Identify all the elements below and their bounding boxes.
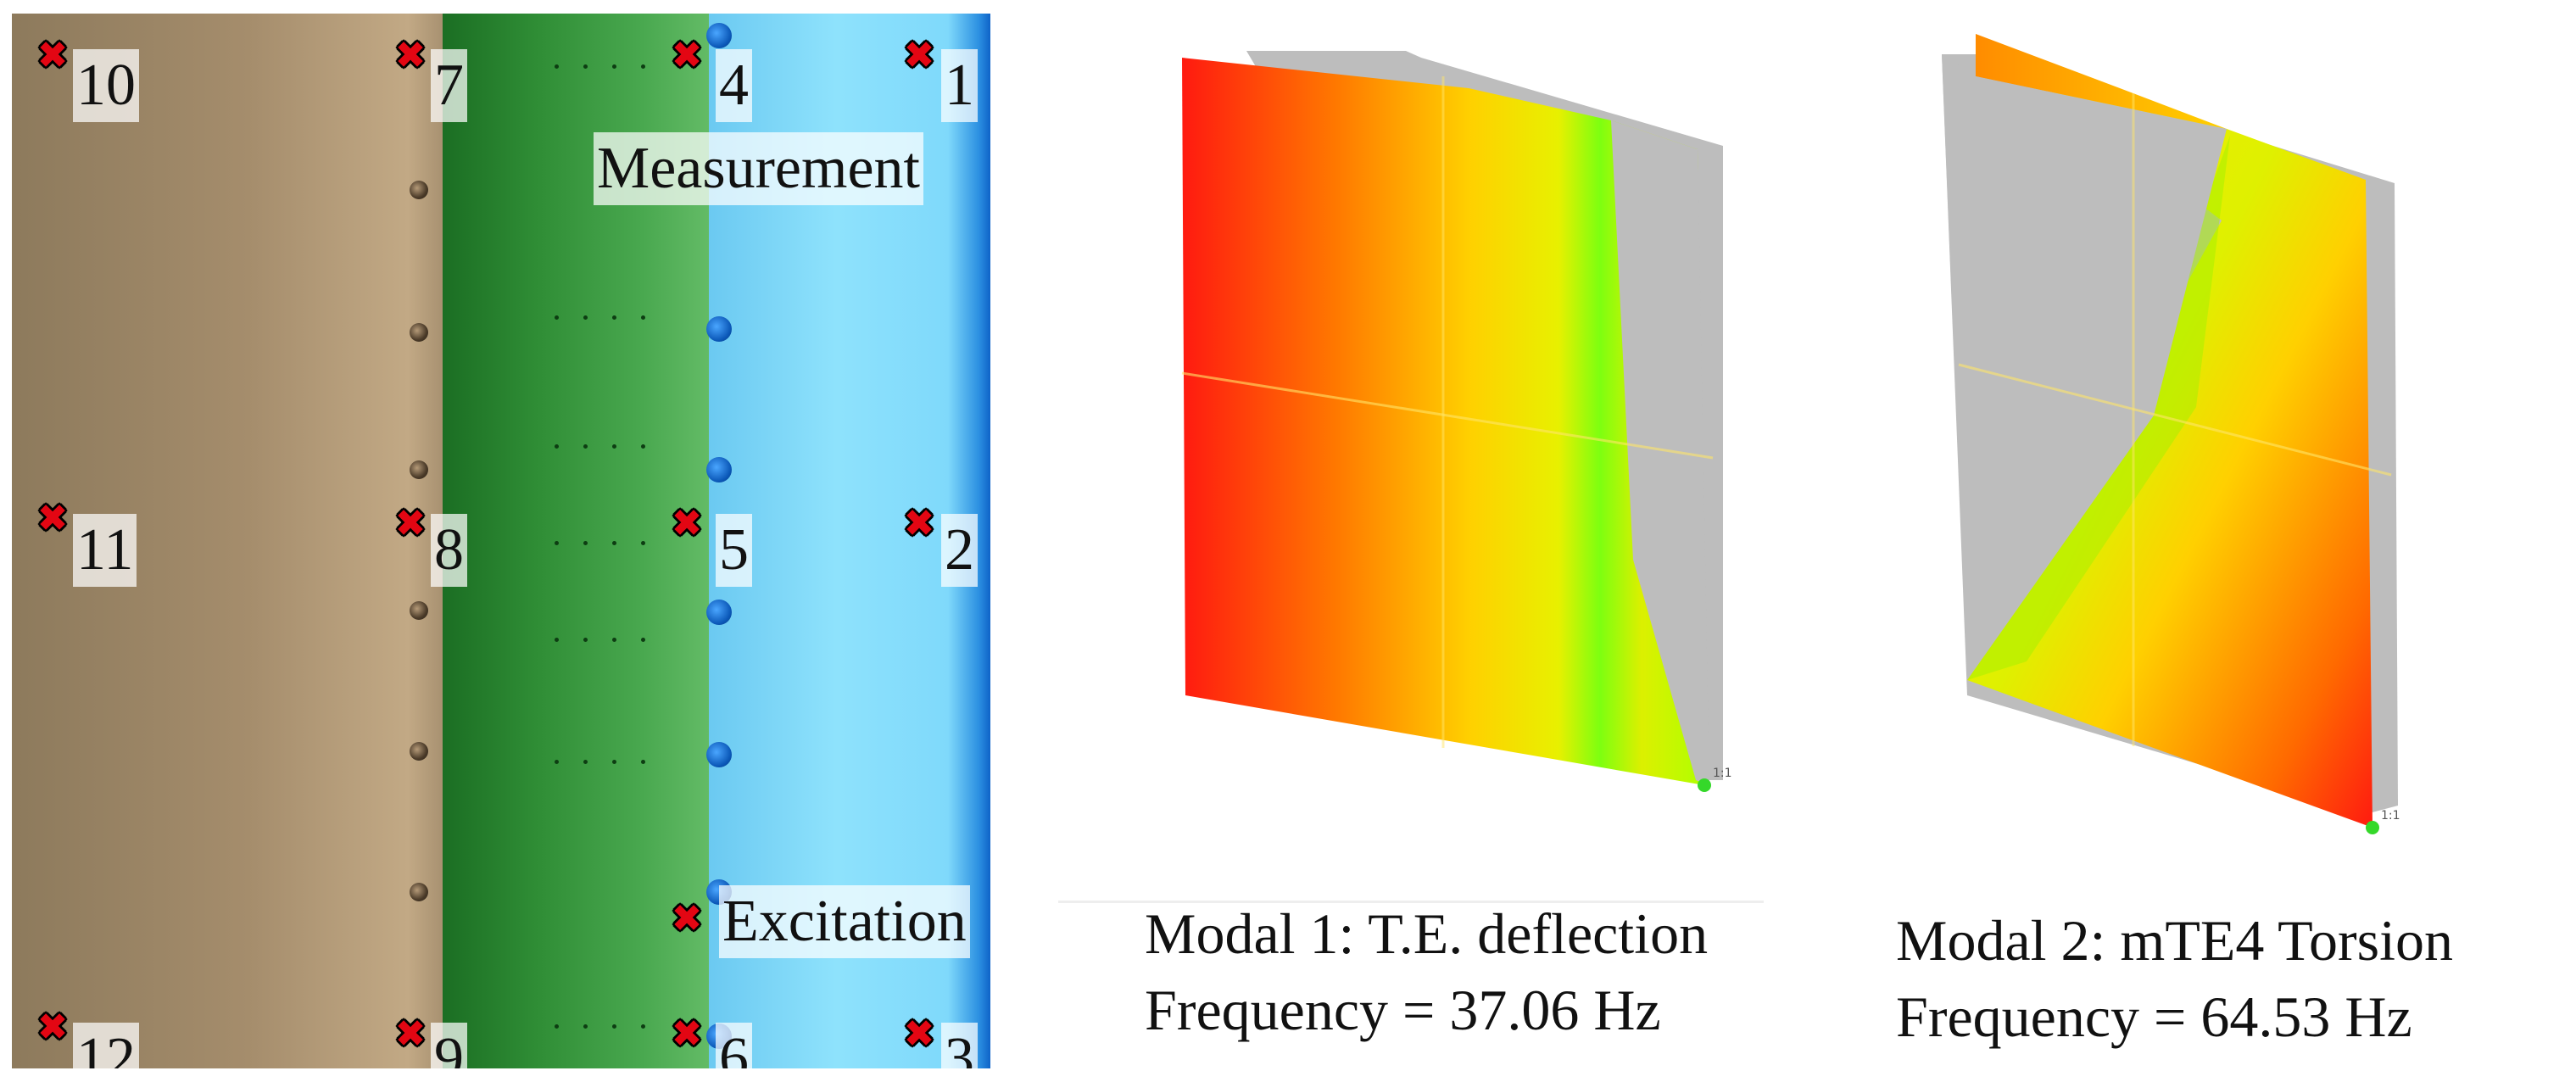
- deformed-top-edge: [1976, 34, 2227, 129]
- bolt-hole: [410, 460, 428, 479]
- dot: [583, 541, 588, 545]
- point-label-10: 10: [73, 49, 139, 122]
- dot: [555, 638, 559, 642]
- blue-bolt-hole: [706, 600, 732, 625]
- modal-1-title: Modal 1: T.E. deflection: [1145, 901, 1709, 966]
- dot: [612, 64, 616, 69]
- dot: [641, 541, 645, 545]
- dot: [612, 638, 616, 642]
- measurement-point-6-marker-icon: ✖: [671, 1012, 703, 1056]
- measurement-point-12-marker-icon: ✖: [36, 1006, 69, 1049]
- bolt-hole: [410, 742, 428, 761]
- nodal-line: [1967, 136, 2230, 680]
- bolt-hole: [410, 323, 428, 342]
- point-label-5: 5: [716, 514, 752, 587]
- measurement-label: Measurement: [594, 132, 923, 205]
- measurement-point-10-marker-icon: ✖: [36, 34, 69, 77]
- blue-bolt-hole: [706, 742, 732, 767]
- measurement-point-1-marker-icon: ✖: [903, 34, 935, 77]
- dot: [641, 638, 645, 642]
- dot: [612, 541, 616, 545]
- dot: [641, 444, 645, 449]
- point-label-4: 4: [716, 49, 752, 122]
- modal-1-shape-plot: 1:1: [1181, 51, 1732, 792]
- point-label-12: 12: [73, 1023, 139, 1068]
- modal-1-frequency: Frequency = 37.06 Hz: [1145, 978, 1661, 1042]
- bolt-hole: [410, 883, 428, 901]
- modal-2-scale-label: 1:1: [2381, 809, 2400, 823]
- caption-divider: [1058, 901, 1764, 903]
- measurement-point-11-marker-icon: ✖: [36, 497, 69, 540]
- mesh-line: [1958, 363, 2392, 477]
- dot: [641, 760, 645, 764]
- point-label-7: 7: [431, 49, 467, 122]
- dot: [583, 64, 588, 69]
- measurement-point-5-marker-icon: ✖: [671, 502, 703, 545]
- undeformed-overlap: [1942, 54, 2227, 680]
- measurement-point-7-marker-icon: ✖: [394, 34, 427, 77]
- node-marker: [1698, 778, 1711, 792]
- dot: [583, 1024, 588, 1029]
- dot: [641, 1024, 645, 1029]
- blue-bolt-hole: [706, 316, 732, 342]
- point-label-3: 3: [941, 1023, 978, 1068]
- dot: [641, 64, 645, 69]
- blue-bolt-hole: [706, 23, 732, 48]
- point-label-8: 8: [431, 514, 467, 587]
- measurement-point-4-marker-icon: ✖: [671, 34, 703, 77]
- dot: [641, 315, 645, 320]
- undeformed-overlap: [1611, 120, 1709, 785]
- specimen-panel: ✖ ✖ ✖ ✖ ✖ ✖ ✖ ✖ ✖ ✖ ✖ ✖ ✖ 10 7 4 1 Measu…: [12, 14, 990, 1068]
- dot: [555, 64, 559, 69]
- modal-1-scale-label: 1:1: [1713, 767, 1732, 780]
- excitation-point-marker-icon: ✖: [671, 897, 703, 940]
- dot: [583, 444, 588, 449]
- modal-2-shape-plot: 1:1: [1942, 34, 2400, 834]
- dot: [555, 760, 559, 764]
- measurement-point-3-marker-icon: ✖: [903, 1012, 935, 1056]
- point-label-6: 6: [716, 1023, 752, 1068]
- dot: [583, 760, 588, 764]
- bolt-hole: [410, 601, 428, 620]
- dot: [555, 1024, 559, 1029]
- dot: [612, 760, 616, 764]
- dot: [555, 315, 559, 320]
- measurement-point-9-marker-icon: ✖: [394, 1012, 427, 1056]
- mesh-line: [1181, 371, 1714, 460]
- measurement-point-8-marker-icon: ✖: [394, 502, 427, 545]
- dot: [555, 541, 559, 545]
- excitation-label: Excitation: [719, 885, 970, 958]
- bolt-hole: [410, 181, 428, 199]
- modal-2-frequency: Frequency = 64.53 Hz: [1896, 984, 2412, 1049]
- dot: [583, 315, 588, 320]
- point-label-11: 11: [73, 514, 137, 587]
- node-marker: [2366, 821, 2379, 834]
- blue-bolt-hole: [706, 457, 732, 482]
- modal-2-title: Modal 2: mTE4 Torsion: [1896, 908, 2453, 973]
- point-label-1: 1: [941, 49, 978, 122]
- point-label-2: 2: [941, 514, 978, 587]
- dot: [555, 444, 559, 449]
- dot: [612, 315, 616, 320]
- dot: [612, 444, 616, 449]
- dot: [583, 638, 588, 642]
- point-label-9: 9: [431, 1023, 467, 1068]
- measurement-point-2-marker-icon: ✖: [903, 502, 935, 545]
- dot: [612, 1024, 616, 1029]
